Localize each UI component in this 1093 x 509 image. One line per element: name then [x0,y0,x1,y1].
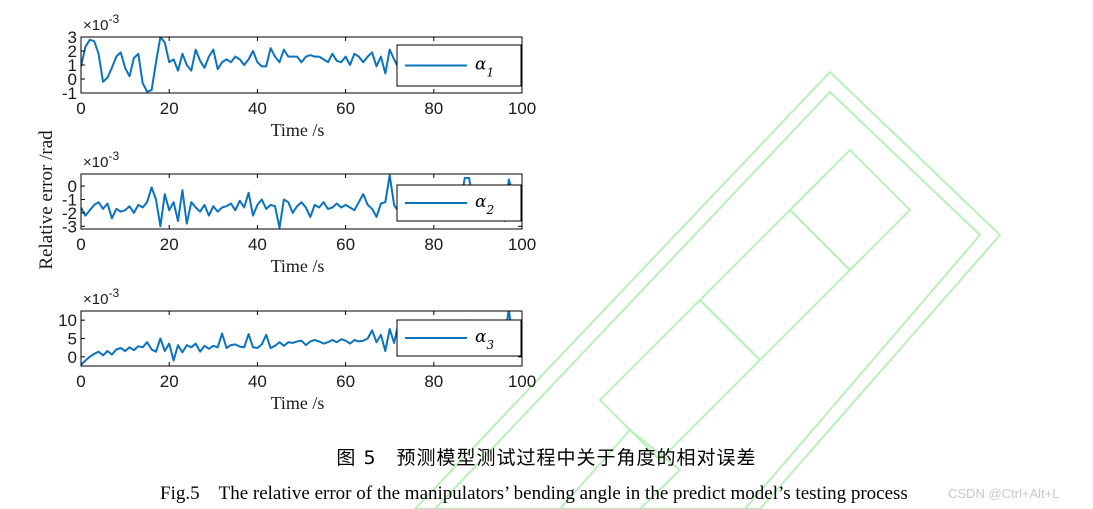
y-tick-label-1-3: 3 [68,28,77,47]
x-tick-label-3-40: 40 [248,372,267,391]
watermark-logo [413,70,1002,509]
y-tick-label-1--1: -1 [62,84,77,103]
exponent-value-3: -3 [108,286,119,300]
y-axis-label: Relative error /rad [36,130,57,270]
legend-subscript-3: 3 [486,338,494,352]
y-tick-label-1-1: 1 [68,56,77,75]
legend-1: α1 [396,44,522,87]
exponent-label-2: ×10-3 [83,149,119,171]
x-tick-label-2-40: 40 [248,235,267,254]
figure-caption-chinese: 图 5 预测模型测试过程中关于角度的相对误差 [336,447,757,469]
x-tick-label-3-20: 20 [160,372,179,391]
watermark-credit: CSDN @Ctrl+Alt+L [948,486,1060,501]
exponent-label-1: ×10-3 [83,12,119,34]
y-tick-label-1-2: 2 [68,42,77,61]
x-axis-label-3: Time /s [271,393,325,413]
x-tick-label-1-40: 40 [248,99,267,118]
exponent-label-3: ×10-3 [83,286,119,308]
y-tick-label-3-5: 5 [68,330,77,349]
x-tick-label-1-20: 20 [160,99,179,118]
figure-caption-english: Fig.5 The relative error of the manipula… [160,483,908,504]
x-tick-label-1-60: 60 [336,99,355,118]
y-tick-label-2--3: -3 [62,217,77,236]
x-tick-label-1-80: 80 [424,99,443,118]
x-tick-label-1-100: 100 [508,99,536,118]
x-tick-label-2-100: 100 [508,235,536,254]
x-axis-label-2: Time /s [271,256,325,276]
y-tick-label-2--2: -2 [62,204,77,223]
x-axis-label-1: Time /s [271,120,325,140]
legend-subscript-1: 1 [486,66,494,80]
y-tick-label-1-0: 0 [68,70,77,89]
legend-subscript-2: 2 [485,203,494,217]
y-tick-label-2--1: -1 [62,190,77,209]
x-tick-label-2-0: 0 [76,235,85,254]
legend-3: α3 [396,319,522,357]
x-tick-label-3-60: 60 [336,372,355,391]
x-tick-label-3-100: 100 [508,372,536,391]
x-tick-label-1-0: 0 [76,99,85,118]
plot-frame-2 [80,173,523,230]
x-tick-label-3-80: 80 [424,372,443,391]
x-tick-label-2-80: 80 [424,235,443,254]
y-tick-label-3-10: 10 [58,311,77,330]
x-tick-label-2-60: 60 [336,235,355,254]
exponent-value-1: -3 [108,12,119,26]
x-tick-label-2-20: 20 [160,235,179,254]
exponent-value-2: -3 [108,149,119,163]
y-tick-label-2-0: 0 [68,177,77,196]
x-tick-label-3-0: 0 [76,372,85,391]
legend-2: α2 [396,184,522,222]
y-tick-label-3-0: 0 [68,348,77,367]
